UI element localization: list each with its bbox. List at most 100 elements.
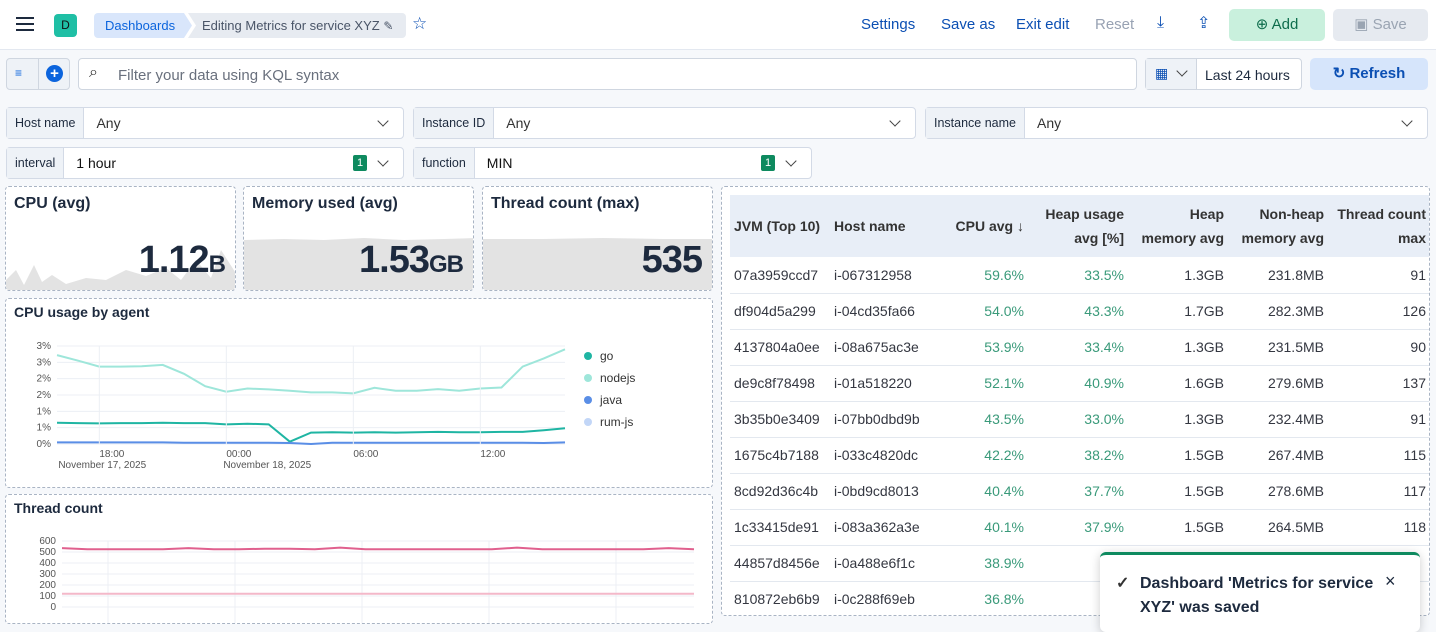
table-row: de9c8f78498 i-01a518220 52.1% 40.9% 1.6GB 279…	[730, 365, 1429, 402]
download-icon[interactable]: ⤓	[1157, 14, 1165, 31]
legend-label: java	[599, 393, 622, 407]
y-tick-label: 100	[39, 591, 56, 602]
breadcrumb-dashboards[interactable]: Dashboards	[94, 13, 192, 38]
table-cell: 44857d8456e	[730, 545, 830, 582]
cpu-usage-chart: 0%1%1%2%2%3%3%gonodejsjavarum-js18:00Nov…	[37, 341, 636, 471]
legend-label: rum-js	[600, 415, 633, 429]
control-instance-name[interactable]: Instance name Any	[925, 107, 1428, 139]
control-value: Any	[96, 115, 121, 131]
table-cell: 33.5%	[1028, 257, 1128, 294]
table-cell: i-07bb0dbd9b	[830, 401, 930, 438]
table-cell: 231.5MB	[1228, 329, 1328, 366]
table-cell: i-08a675ac3e	[830, 329, 930, 366]
table-cell: 232.4MB	[1228, 401, 1328, 438]
metric-memory-used: Memory used (avg) 1.53GB	[243, 186, 474, 291]
x-tick-label: 12:00	[480, 449, 505, 460]
metric-value: 1.12B	[138, 239, 226, 281]
space-avatar[interactable]: D	[54, 14, 77, 37]
table-row: 07a3959ccd7 i-067312958 59.6% 33.5% 1.3GB 231…	[730, 257, 1429, 294]
table-cell: 279.6MB	[1228, 365, 1328, 402]
table-cell: 1.7GB	[1128, 293, 1228, 330]
close-icon[interactable]: ×	[1385, 571, 1396, 591]
table-row: df904d5a299 i-04cd35fa66 54.0% 43.3% 1.7GB 28…	[730, 293, 1429, 330]
control-label: Instance ID	[414, 108, 495, 138]
table-cell: 1.6GB	[1128, 365, 1228, 402]
settings-button[interactable]: Settings	[861, 16, 916, 33]
refresh-label: Refresh	[1349, 65, 1406, 82]
table-cell: 36.8%	[930, 581, 1028, 615]
table-cell: 40.9%	[1028, 365, 1128, 402]
legend-dot	[584, 396, 592, 404]
share-icon[interactable]: ⇪	[1197, 15, 1211, 32]
x-tick-date: November 18, 2025	[223, 460, 311, 471]
column-header[interactable]: CPU avg ↓	[930, 195, 1028, 257]
column-header[interactable]: Host name	[830, 195, 930, 257]
save-as-button[interactable]: Save as	[941, 16, 996, 33]
control-interval[interactable]: interval 1 hour 1	[6, 147, 404, 179]
y-tick-label: 2%	[37, 390, 52, 401]
calendar-icon[interactable]: ▦	[1146, 59, 1197, 89]
table-cell: 4137804a0ee	[730, 329, 830, 366]
y-tick-label: 200	[39, 580, 56, 591]
exit-edit-button[interactable]: Exit edit	[1016, 16, 1070, 33]
table-cell: 118	[1328, 509, 1429, 546]
save-button[interactable]: ▣ Save	[1333, 9, 1428, 41]
y-tick-label: 3%	[37, 357, 52, 368]
table-cell: 52.1%	[930, 365, 1028, 402]
table-cell: 33.0%	[1028, 401, 1128, 438]
refresh-icon: ↻	[1332, 65, 1346, 82]
column-header[interactable]: Heap usage avg [%]	[1028, 195, 1128, 257]
column-header[interactable]: Thread count max	[1328, 195, 1429, 257]
table-cell: 07a3959ccd7	[730, 257, 830, 294]
table-cell: i-01a518220	[830, 365, 930, 402]
y-tick-label: 0%	[37, 439, 52, 450]
metric-title: Thread count (max)	[491, 195, 640, 212]
table-cell: 43.5%	[930, 401, 1028, 438]
table-cell: 40.1%	[930, 509, 1028, 546]
table-cell: i-033c4820dc	[830, 437, 930, 474]
series-line-nodejs	[56, 348, 566, 395]
menu-icon[interactable]	[16, 17, 34, 31]
add-button[interactable]: ⊕ Add	[1229, 9, 1325, 41]
kql-search-input[interactable]: ⌕ Filter your data using KQL syntax	[78, 58, 1137, 90]
save-label: Save	[1372, 16, 1407, 33]
control-instance-id[interactable]: Instance ID Any	[413, 107, 916, 139]
column-header[interactable]: Non-heap memory avg	[1228, 195, 1328, 257]
y-tick-label: 1%	[37, 406, 52, 417]
refresh-button[interactable]: ↻ Refresh	[1310, 58, 1428, 90]
column-header[interactable]: Heap memory avg	[1128, 195, 1228, 257]
x-tick-label: 06:00	[353, 449, 378, 460]
table-cell: 40.4%	[930, 473, 1028, 510]
column-header[interactable]: JVM (Top 10)	[730, 195, 830, 257]
y-tick-label: 500	[39, 547, 56, 558]
control-value: Any	[506, 115, 531, 131]
control-value: MIN	[486, 155, 513, 171]
star-icon[interactable]: ☆	[412, 14, 428, 33]
table-cell: 91	[1328, 257, 1429, 294]
success-toast: ✓ Dashboard 'Metrics for service XYZ' wa…	[1100, 552, 1420, 632]
table-cell: i-083a362a3e	[830, 509, 930, 546]
metric-title: CPU (avg)	[14, 195, 91, 212]
table-cell: i-04cd35fa66	[830, 293, 930, 330]
control-value: 1 hour	[76, 155, 116, 171]
y-tick-label: 600	[39, 536, 56, 547]
y-tick-label: 0	[50, 602, 56, 613]
table-cell: i-067312958	[830, 257, 930, 294]
filter-icon[interactable]: ≡	[15, 66, 23, 80]
reset-button[interactable]: Reset	[1095, 16, 1135, 33]
table-cell: 115	[1328, 437, 1429, 474]
control-host-name[interactable]: Host name Any	[6, 107, 404, 139]
toast-message: Dashboard 'Metrics for service XYZ' was …	[1140, 575, 1374, 616]
sparkline	[244, 238, 473, 290]
table-cell: 1.3GB	[1128, 257, 1228, 294]
control-function[interactable]: function MIN 1	[413, 147, 812, 179]
table-cell: 91	[1328, 401, 1429, 438]
series-line-series	[61, 546, 695, 551]
pencil-icon[interactable]: ✎	[383, 19, 394, 33]
chevron-down-icon	[785, 155, 797, 167]
table-row: 8cd92d36c4b i-0bd9cd8013 40.4% 37.7% 1.5GB 27…	[730, 473, 1429, 510]
time-range-label: Last 24 hours	[1205, 67, 1290, 83]
selection-count-badge: 1	[353, 155, 367, 171]
date-picker[interactable]: ▦ Last 24 hours	[1145, 58, 1302, 90]
add-filter-icon[interactable]: +	[46, 65, 63, 82]
